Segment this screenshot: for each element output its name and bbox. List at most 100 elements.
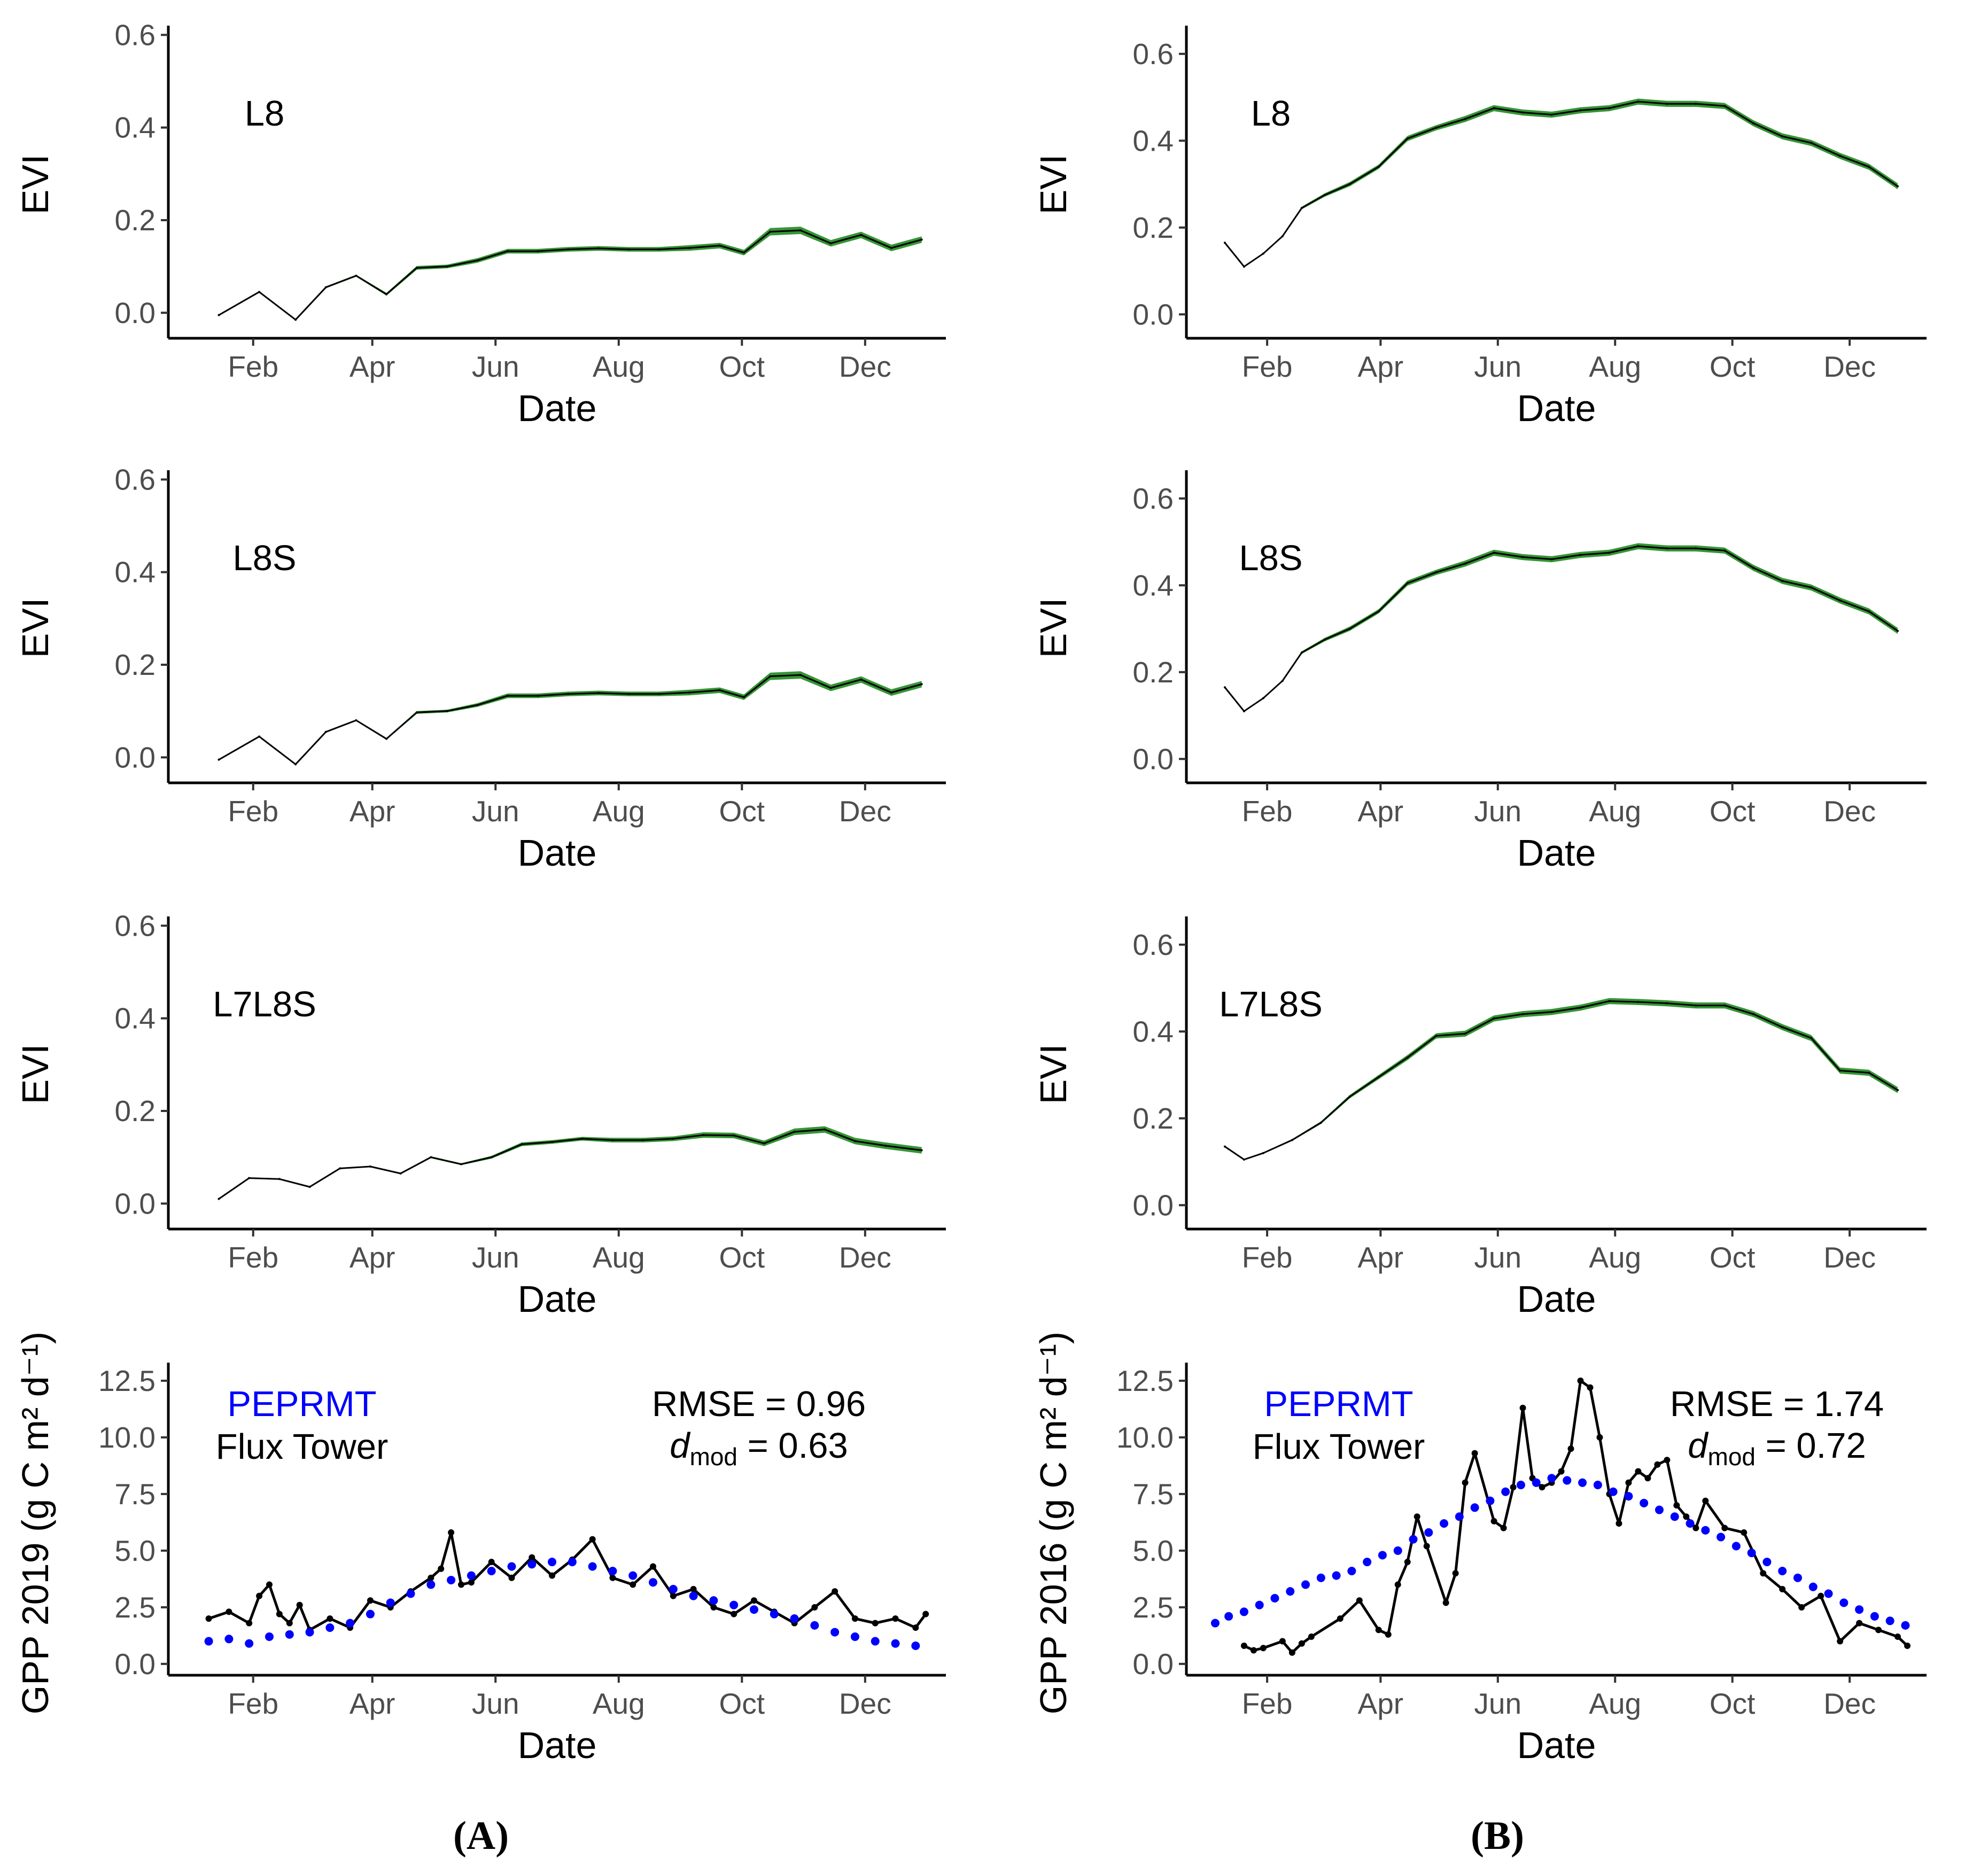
flux-tower-point (1452, 1570, 1459, 1577)
evi-data-point (718, 244, 721, 247)
x-tick-label: Apr (350, 795, 395, 828)
evi-uncertainty-band (1224, 998, 1898, 1160)
evi-data-point (1377, 166, 1380, 168)
caption-a: (A) (453, 1814, 509, 1858)
y-tick-label: 0.0 (1133, 1647, 1174, 1681)
evi-data-point (1695, 103, 1697, 105)
peprmt-point (548, 1558, 557, 1567)
peprmt-point (1793, 1573, 1802, 1582)
y-axis-title: EVI (1032, 1044, 1074, 1105)
flux-tower-point (589, 1536, 596, 1543)
peprmt-point (1301, 1580, 1310, 1589)
peprmt-point (1363, 1558, 1372, 1567)
peprmt-point (204, 1637, 213, 1646)
peprmt-point (790, 1614, 799, 1623)
flux-tower-point (1394, 1581, 1401, 1588)
y-tick-label: 0.6 (115, 909, 156, 942)
y-tick-label: 0.0 (115, 296, 156, 329)
evi-data-point (1810, 142, 1813, 144)
evi-data-point (860, 678, 863, 681)
evi-data-point (1637, 545, 1640, 548)
evi-data-point (1223, 242, 1226, 244)
evi-data-point (1695, 1004, 1697, 1007)
evi-data-point (248, 1177, 251, 1179)
chart-panel-a4: 0.0 2.5 5.0 7.5 10.0 12.5 Feb Apr Jun Aug Oct Dec Da… (14, 1332, 946, 1766)
y-tick-label: 0.0 (1133, 298, 1174, 331)
series-label: L8 (1251, 94, 1291, 134)
evi-data-point (1752, 1013, 1755, 1015)
x-tick-label: Jun (1474, 795, 1521, 828)
x-tick-label: Aug (593, 350, 645, 383)
y-tick-label: 0.0 (115, 1187, 156, 1220)
evi-data-point (1868, 610, 1870, 613)
x-tick-label: Oct (719, 1241, 765, 1274)
x-tick-label: Feb (1242, 1241, 1293, 1274)
x-tick-label: Apr (1358, 1687, 1404, 1720)
evi-data-point (1839, 599, 1842, 602)
y-tick-label: 10.0 (98, 1421, 156, 1454)
x-axis-title: Date (518, 1278, 597, 1320)
legend-flux-tower: Flux Tower (216, 1427, 389, 1467)
x-axis-title: Date (1517, 1278, 1596, 1320)
y-tick-label: 2.5 (115, 1591, 156, 1624)
peprmt-point (1778, 1567, 1787, 1575)
evi-data-point (1406, 1056, 1409, 1059)
x-tick-label: Oct (1710, 1241, 1756, 1274)
peprmt-point (527, 1560, 537, 1569)
evi-data-point (1810, 586, 1813, 589)
y-tick-label: 0.0 (115, 741, 156, 774)
x-tick-label: Feb (228, 1687, 278, 1720)
y-tick-label: 0.2 (1133, 211, 1174, 244)
evi-data-point (1695, 547, 1697, 550)
evi-data-point (1348, 1095, 1351, 1098)
flux-tower-point (1356, 1597, 1363, 1604)
flux-tower-point (1385, 1631, 1392, 1638)
evi-data-point (1435, 1035, 1438, 1037)
flux-tower-point (1510, 1484, 1517, 1491)
evi-data-point (763, 1142, 765, 1145)
y-tick-label: 0.2 (115, 204, 156, 237)
flux-tower-point (1288, 1649, 1295, 1656)
peprmt-point (891, 1639, 900, 1648)
evi-data-point (324, 286, 327, 289)
evi-data-point (294, 318, 297, 321)
evi-data-point (1666, 547, 1668, 550)
y-tick-label: 0.4 (1133, 1015, 1174, 1048)
evi-data-point (1223, 686, 1226, 689)
flux-tower-point (448, 1529, 455, 1536)
flux-tower-point (1500, 1525, 1507, 1531)
flux-tower-point (1471, 1450, 1478, 1457)
y-tick-label: 0.6 (1133, 37, 1174, 71)
chart-panel-a2: 0.0 0.2 0.4 0.6 Feb Apr Jun Aug Oct Dec Date EVI L8S (14, 463, 946, 874)
evi-data-point (1608, 551, 1611, 554)
flux-tower-point (851, 1615, 858, 1622)
dmod-stat: dmod = 0.63 (670, 1426, 848, 1471)
evi-data-point (294, 763, 297, 766)
x-tick-label: Dec (1823, 1241, 1876, 1274)
evi-data-point (920, 683, 923, 686)
evi-data-point (1666, 103, 1668, 105)
evi-data-point (1897, 1089, 1899, 1091)
x-axis-title: Date (518, 832, 597, 874)
peprmt-point (224, 1635, 234, 1644)
evi-data-point (521, 1143, 523, 1146)
evi-uncertainty-band (219, 1126, 922, 1199)
evi-data-point (1281, 680, 1284, 682)
x-tick-label: Apr (1358, 350, 1404, 383)
y-tick-label: 0.2 (1133, 656, 1174, 689)
evi-data-point (853, 1140, 856, 1142)
flux-tower-point (1423, 1543, 1430, 1550)
evi-series-line (1224, 1000, 1898, 1161)
x-tick-label: Dec (839, 1241, 891, 1274)
peprmt-point (447, 1575, 456, 1584)
flux-tower-point (256, 1592, 263, 1599)
flux-tower-point (1404, 1559, 1411, 1566)
peprmt-point (1870, 1612, 1879, 1621)
evi-data-point (769, 230, 772, 233)
evi-data-point (597, 691, 600, 694)
evi-data-point (324, 730, 327, 733)
legend-peprmt: PEPRMT (1264, 1384, 1413, 1424)
peprmt-point (305, 1628, 314, 1637)
y-tick-label: 0.4 (1133, 124, 1174, 157)
